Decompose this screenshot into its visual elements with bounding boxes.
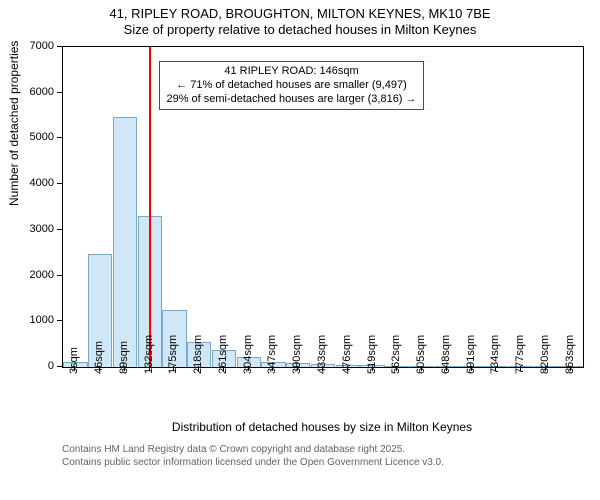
y-tick-mark bbox=[57, 366, 62, 367]
y-tick-mark bbox=[57, 275, 62, 276]
y-tick-mark bbox=[57, 92, 62, 93]
attribution-text: Contains HM Land Registry data © Crown c… bbox=[62, 444, 582, 469]
y-tick-label: 2000 bbox=[22, 269, 54, 281]
histogram-bar bbox=[113, 117, 137, 367]
y-tick-label: 4000 bbox=[22, 177, 54, 189]
annotation-line1: 41 RIPLEY ROAD: 146sqm bbox=[166, 65, 416, 79]
reference-line bbox=[149, 47, 151, 367]
y-tick-mark bbox=[57, 137, 62, 138]
y-tick-mark bbox=[57, 320, 62, 321]
annotation-line3: 29% of semi-detached houses are larger (… bbox=[166, 93, 416, 107]
x-axis-label: Distribution of detached houses by size … bbox=[62, 420, 582, 434]
chart-title-block: 41, RIPLEY ROAD, BROUGHTON, MILTON KEYNE… bbox=[0, 6, 600, 37]
histogram-plot: 41 RIPLEY ROAD: 146sqm← 71% of detached … bbox=[62, 46, 584, 368]
attribution-line1: Contains HM Land Registry data © Crown c… bbox=[62, 444, 582, 457]
y-tick-label: 5000 bbox=[22, 131, 54, 143]
y-tick-label: 3000 bbox=[22, 223, 54, 235]
annotation-box: 41 RIPLEY ROAD: 146sqm← 71% of detached … bbox=[159, 61, 423, 110]
y-tick-label: 0 bbox=[22, 360, 54, 372]
y-tick-mark bbox=[57, 229, 62, 230]
attribution-line2: Contains public sector information licen… bbox=[62, 457, 582, 470]
chart-title-line1: 41, RIPLEY ROAD, BROUGHTON, MILTON KEYNE… bbox=[0, 6, 600, 21]
y-tick-label: 7000 bbox=[22, 40, 54, 52]
y-tick-mark bbox=[57, 46, 62, 47]
annotation-line2: ← 71% of detached houses are smaller (9,… bbox=[166, 79, 416, 93]
y-tick-mark bbox=[57, 183, 62, 184]
chart-title-line2: Size of property relative to detached ho… bbox=[0, 22, 600, 37]
y-tick-label: 6000 bbox=[22, 86, 54, 98]
y-tick-label: 1000 bbox=[22, 314, 54, 326]
